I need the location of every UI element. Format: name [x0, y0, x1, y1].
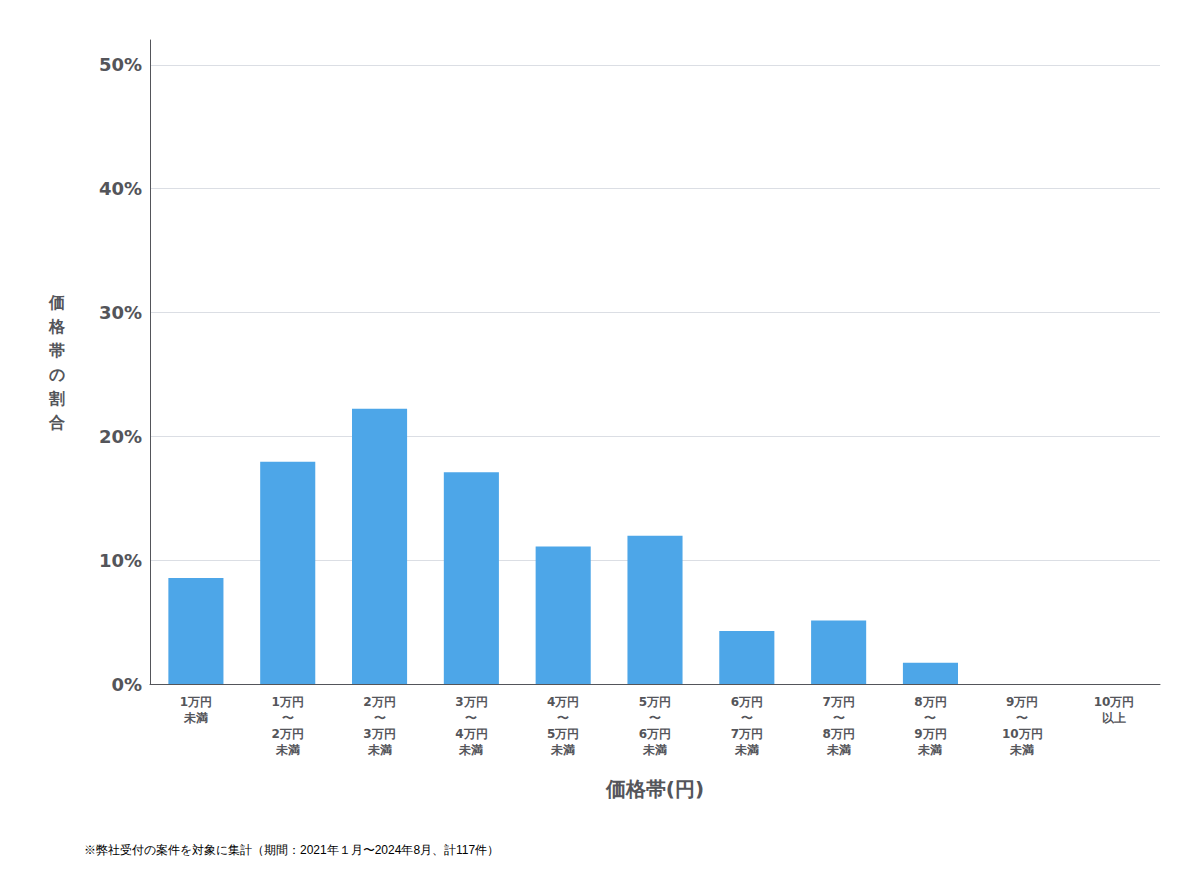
svg-text:未満: 未満 [550, 743, 575, 757]
svg-text:5万円: 5万円 [547, 727, 579, 741]
svg-text:1万円: 1万円 [272, 695, 304, 709]
svg-text:1万円: 1万円 [180, 695, 212, 709]
svg-text:〜: 〜 [282, 711, 294, 725]
svg-text:0%: 0% [111, 674, 142, 695]
svg-text:8万円: 8万円 [822, 727, 854, 741]
svg-text:価格帯(円): 価格帯(円) [605, 777, 704, 801]
svg-text:2万円: 2万円 [363, 695, 395, 709]
svg-text:50%: 50% [99, 54, 142, 75]
svg-text:10万円: 10万円 [1094, 695, 1135, 709]
svg-text:3万円: 3万円 [455, 695, 487, 709]
svg-text:〜: 〜 [374, 711, 386, 725]
svg-text:〜: 〜 [649, 711, 661, 725]
svg-text:3万円: 3万円 [363, 727, 395, 741]
svg-text:未満: 未満 [275, 743, 300, 757]
svg-text:未満: 未満 [367, 743, 392, 757]
svg-text:未満: 未満 [734, 743, 759, 757]
svg-text:未満: 未満 [183, 711, 208, 725]
svg-text:40%: 40% [99, 178, 142, 199]
svg-text:割: 割 [48, 389, 65, 408]
svg-text:〜: 〜 [833, 711, 845, 725]
svg-text:8万円: 8万円 [914, 695, 946, 709]
svg-text:20%: 20% [99, 426, 142, 447]
svg-text:7万円: 7万円 [822, 695, 854, 709]
svg-text:7万円: 7万円 [731, 727, 763, 741]
svg-text:未満: 未満 [1009, 743, 1034, 757]
svg-text:9万円: 9万円 [914, 727, 946, 741]
svg-text:価: 価 [48, 293, 65, 312]
svg-text:帯: 帯 [49, 341, 65, 360]
svg-text:6万円: 6万円 [639, 727, 671, 741]
svg-text:〜: 〜 [741, 711, 753, 725]
svg-text:未満: 未満 [458, 743, 483, 757]
svg-text:〜: 〜 [924, 711, 936, 725]
svg-text:〜: 〜 [557, 711, 569, 725]
svg-text:10万円: 10万円 [1002, 727, 1043, 741]
svg-text:30%: 30% [99, 302, 142, 323]
svg-text:〜: 〜 [1016, 711, 1028, 725]
svg-text:2万円: 2万円 [272, 727, 304, 741]
svg-text:4万円: 4万円 [455, 727, 487, 741]
svg-text:6万円: 6万円 [731, 695, 763, 709]
svg-text:※弊社受付の案件を対象に集計（期間：2021年１月〜2024: ※弊社受付の案件を対象に集計（期間：2021年１月〜2024年8月、計117件） [84, 843, 499, 857]
svg-text:4万円: 4万円 [547, 695, 579, 709]
svg-text:格: 格 [48, 317, 66, 336]
svg-text:未満: 未満 [917, 743, 942, 757]
svg-text:の: の [49, 365, 65, 384]
svg-text:以上: 以上 [1102, 711, 1126, 725]
svg-text:5万円: 5万円 [639, 695, 671, 709]
svg-text:10%: 10% [99, 550, 142, 571]
svg-text:合: 合 [48, 413, 65, 432]
svg-text:未満: 未満 [642, 743, 667, 757]
svg-text:未満: 未満 [826, 743, 851, 757]
svg-text:〜: 〜 [465, 711, 477, 725]
svg-text:9万円: 9万円 [1006, 695, 1038, 709]
